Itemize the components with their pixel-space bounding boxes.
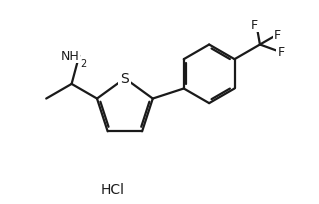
Text: F: F bbox=[251, 19, 258, 32]
Text: S: S bbox=[121, 72, 129, 86]
Text: NH: NH bbox=[60, 50, 79, 63]
Text: HCl: HCl bbox=[101, 182, 125, 196]
Text: 2: 2 bbox=[80, 59, 86, 69]
Text: F: F bbox=[274, 29, 281, 42]
Text: F: F bbox=[278, 46, 285, 59]
